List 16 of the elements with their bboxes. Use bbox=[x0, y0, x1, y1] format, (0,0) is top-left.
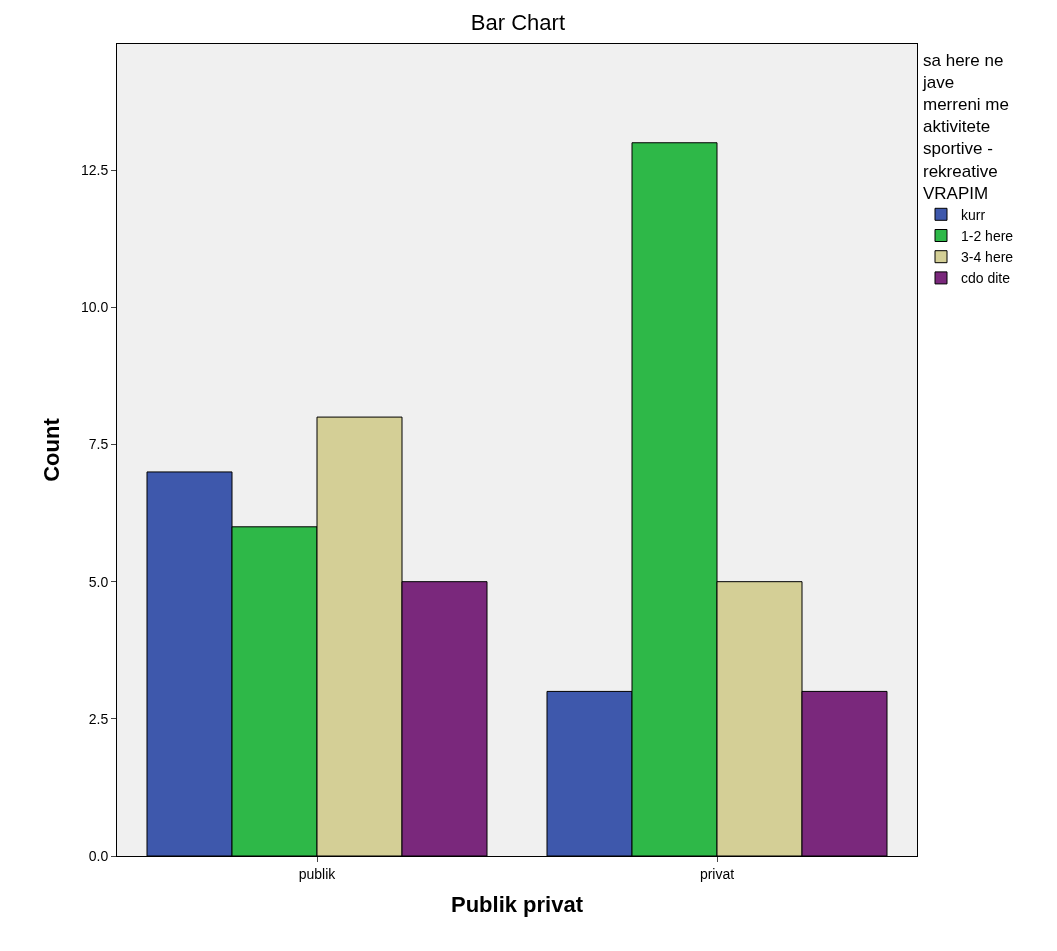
y-tick-label: 10.0 bbox=[80, 299, 109, 316]
legend-title: sa here ne jave merreni me aktivitete sportive - rekreative VRAPIM bbox=[922, 51, 1009, 203]
x-tick-label: publik bbox=[298, 865, 337, 882]
y-tick-label: 7.5 bbox=[88, 436, 109, 453]
x-tick-label: privat bbox=[699, 865, 735, 882]
y-axis-title: Count bbox=[38, 417, 64, 482]
chart-title: Bar Chart bbox=[470, 9, 566, 35]
y-tick-label: 12.5 bbox=[80, 162, 109, 179]
legend-label: 3-4 here bbox=[961, 249, 1014, 266]
y-tick-label: 5.0 bbox=[88, 573, 109, 590]
legend-label: 1-2 here bbox=[961, 227, 1014, 244]
x-axis-title: Publik privat bbox=[450, 891, 584, 917]
legend-label: kurr bbox=[961, 206, 986, 223]
y-tick-label: 2.5 bbox=[88, 710, 109, 727]
y-tick-label: 0.0 bbox=[88, 847, 109, 864]
legend-label: cdo dite bbox=[961, 270, 1011, 287]
